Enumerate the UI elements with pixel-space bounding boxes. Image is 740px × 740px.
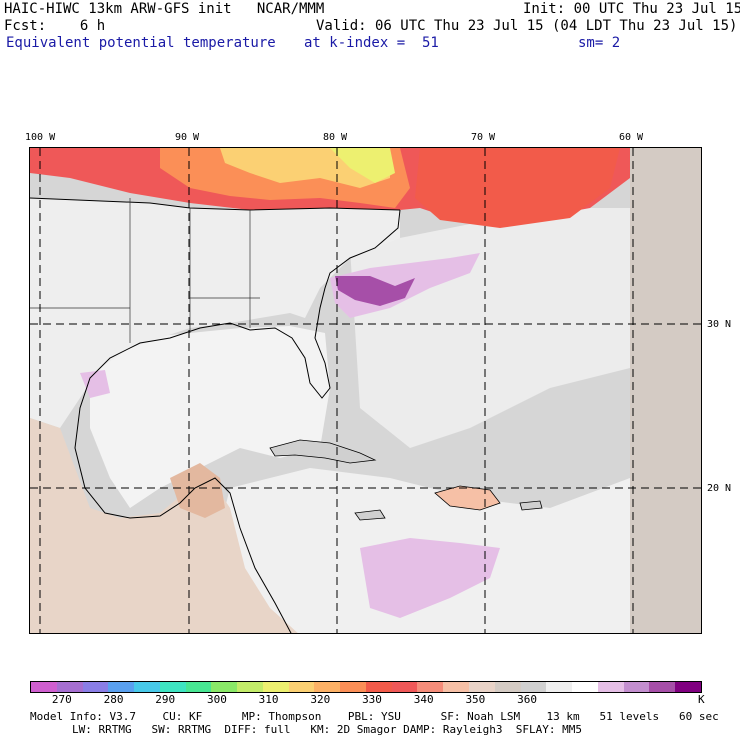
lon-label-70w: 70 W [471,132,496,143]
smoothing: sm= 2 [578,35,621,51]
map-panel [29,147,702,634]
colorbar-cell [159,682,186,692]
model-info-line2: LW: RRTMG SW: RRTMG DIFF: full KM: 2D Sm… [72,723,582,736]
colorbar-cell [108,682,135,692]
colorbar-cell [134,682,160,692]
puerto-rico-outline [519,500,543,511]
forecast-hour: Fcst: 6 h [4,18,106,34]
colorbar-cell [572,682,598,692]
lat-label-30n: 30 N [707,319,732,330]
lon-label-90w: 90 W [175,132,200,143]
lavender-texas [80,370,110,398]
colorbar-cell [185,682,212,692]
state-borders [30,198,260,343]
mexico-tan-region [30,418,298,633]
map-canvas [30,148,701,633]
colorbar-cell [288,682,315,692]
valid-time: Valid: 06 UTC Thu 23 Jul 15 (04 LDT Thu … [316,18,738,34]
colorbar-cell [443,682,470,692]
colorbar-cell [546,682,573,692]
lat-label-20n: 20 N [707,483,732,494]
colorbar-cell [597,682,624,692]
colorbar-cell [365,682,392,692]
graticule [30,148,701,633]
lon-label-80w: 80 W [323,132,348,143]
colorbar-cell [623,682,650,692]
colorbar-cell [391,682,418,692]
colorbar-cell [494,682,521,692]
eastern-tan-region [630,148,701,633]
colorbar-cell [520,682,547,692]
colorbar-cell [82,682,109,692]
colorbar-cell [469,682,495,692]
colorbar [30,681,702,693]
colorbar-cell [314,682,341,692]
colorbar-tick-label: 340 [413,693,434,706]
colorbar-cell [417,682,444,692]
init-time: Init: 00 UTC Thu 23 Jul 15 [523,1,740,17]
gulf-light-region [90,326,330,508]
colorbar-tick-label: 290 [155,693,176,706]
colorbar-cell [340,682,366,692]
colorbar-cell [649,682,676,692]
colorbar-tick-label: 300 [206,693,227,706]
colorbar-tick-label: 270 [51,693,72,706]
colorbar-tick-label: 330 [362,693,382,706]
yucatan-warm-region [170,463,225,518]
level-index: at k-index = 51 [304,35,439,51]
colorbar-cell [675,682,701,692]
model-title: HAIC-HIWC 13km ARW-GFS init NCAR/MMM [4,1,325,17]
colorbar-cell [56,682,83,692]
lon-label-60w: 60 W [619,132,644,143]
lon-label-100w: 100 W [25,132,56,143]
colorbar-cell [262,682,289,692]
colorbar-tick-label: 310 [258,693,279,706]
lavender-caribbean [360,538,500,618]
colorbar-unit: K [698,693,705,706]
atlantic-warm-patch [415,148,620,228]
cuba-outline [269,439,377,464]
colorbar-tick-label: 350 [465,693,486,706]
hispaniola-outline [434,485,501,511]
us-landmass [30,198,400,428]
purple-core-offshore [335,276,415,306]
model-info-line1: Model Info: V3.7 CU: KF MP: Thompson PBL… [30,710,719,723]
colorbar-tick-label: 320 [310,693,331,706]
colorbar-cell [237,682,263,692]
colorbar-tick-label: 280 [103,693,124,706]
jamaica-outline [354,509,386,521]
colorbar-tick-label: 360 [517,693,537,706]
field-name: Equivalent potential temperature [6,35,276,51]
colorbar-cell [211,682,238,692]
colorbar-cell [31,682,57,692]
warm-band-bright [330,148,395,183]
